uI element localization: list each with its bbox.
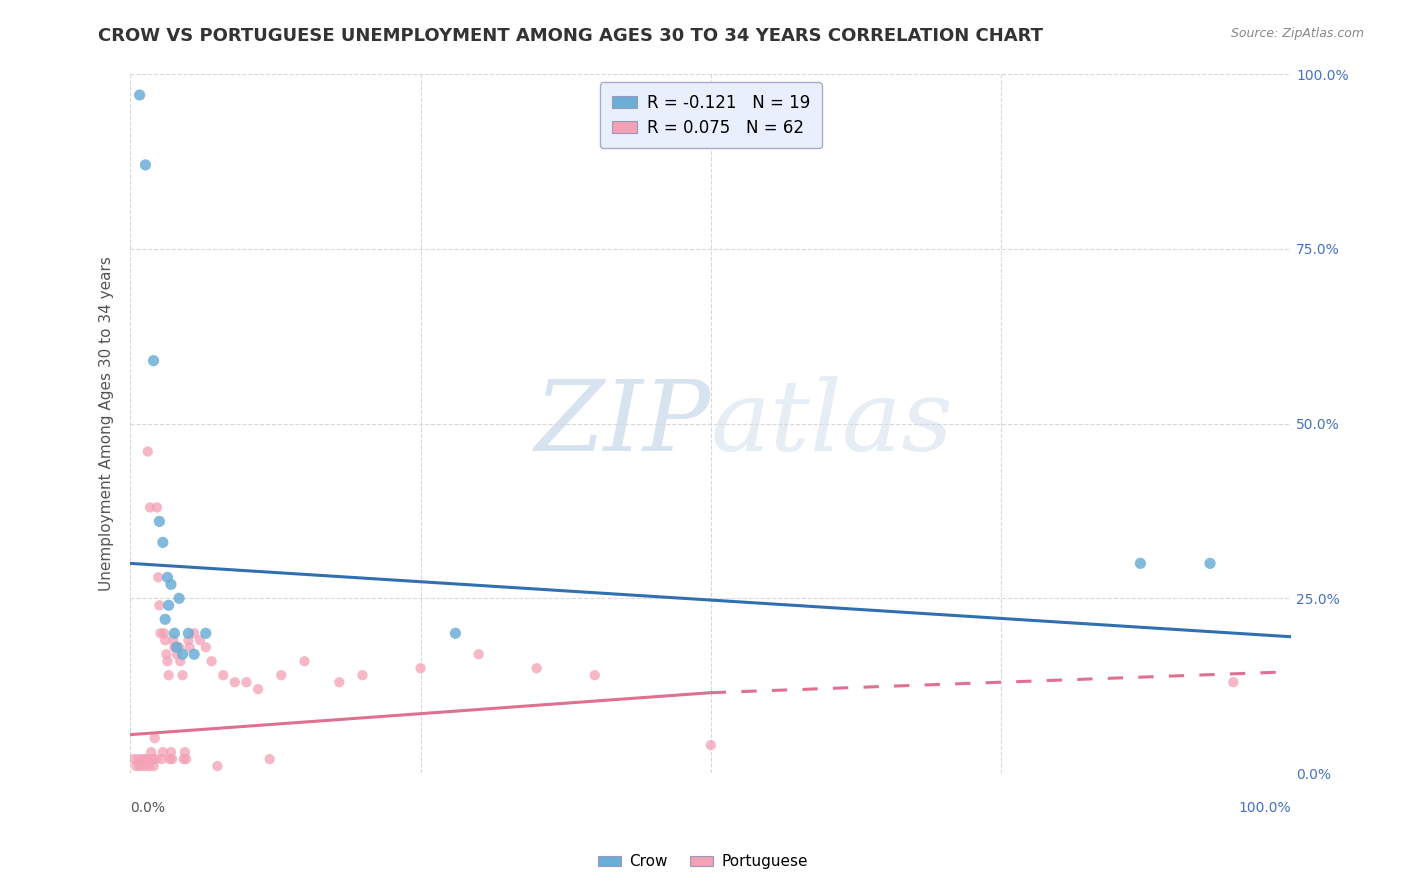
Point <box>188 633 211 648</box>
Point <box>142 759 165 773</box>
Point <box>165 640 187 655</box>
Text: 0.0%: 0.0% <box>131 801 166 815</box>
Point <box>1199 557 1222 571</box>
Point <box>163 626 186 640</box>
Text: ZIP: ZIP <box>534 376 711 471</box>
Y-axis label: Unemployment Among Ages 30 to 34 years: Unemployment Among Ages 30 to 34 years <box>100 256 114 591</box>
Point <box>156 654 179 668</box>
Text: atlas: atlas <box>711 376 953 471</box>
Point <box>166 640 188 655</box>
Point <box>352 668 374 682</box>
Point <box>247 682 270 697</box>
Point <box>160 752 183 766</box>
Point <box>156 570 179 584</box>
Point <box>131 752 153 766</box>
Point <box>157 668 180 682</box>
Point <box>127 752 149 766</box>
Point <box>157 599 180 613</box>
Point <box>174 745 197 759</box>
Point <box>145 752 167 766</box>
Point <box>169 654 191 668</box>
Point <box>1129 557 1152 571</box>
Point <box>146 500 169 515</box>
Point <box>160 745 183 759</box>
Point <box>444 626 467 640</box>
Point <box>183 647 205 661</box>
Point <box>149 626 172 640</box>
Point <box>148 570 170 584</box>
Point <box>467 647 489 661</box>
Text: CROW VS PORTUGUESE UNEMPLOYMENT AMONG AGES 30 TO 34 YEARS CORRELATION CHART: CROW VS PORTUGUESE UNEMPLOYMENT AMONG AG… <box>98 27 1043 45</box>
Point <box>150 752 173 766</box>
Point <box>172 647 194 661</box>
Point <box>259 752 281 766</box>
Point <box>134 752 156 766</box>
Point <box>194 640 217 655</box>
Point <box>136 444 159 458</box>
Point <box>212 668 235 682</box>
Point <box>1222 675 1244 690</box>
Text: 100.0%: 100.0% <box>1239 801 1291 815</box>
Point <box>163 640 186 655</box>
Point <box>177 626 200 640</box>
Point <box>148 599 170 613</box>
Point <box>122 752 145 766</box>
Point <box>134 158 156 172</box>
Point <box>167 640 190 655</box>
Point <box>235 675 257 690</box>
Point <box>173 752 195 766</box>
Point <box>142 353 165 368</box>
Point <box>152 745 174 759</box>
Point <box>700 738 723 752</box>
Point <box>200 654 222 668</box>
Point <box>177 633 200 648</box>
Point <box>153 626 176 640</box>
Point <box>141 745 163 759</box>
Point <box>143 731 166 746</box>
Point <box>153 612 176 626</box>
Point <box>207 759 229 773</box>
Point <box>179 640 201 655</box>
Point <box>141 752 163 766</box>
Point <box>167 591 190 606</box>
Point <box>153 633 176 648</box>
Point <box>138 759 160 773</box>
Point <box>159 752 181 766</box>
Point <box>294 654 316 668</box>
Point <box>128 87 150 102</box>
Point <box>526 661 548 675</box>
Point <box>125 759 148 773</box>
Point <box>128 759 150 773</box>
Point <box>166 647 188 661</box>
Point <box>139 500 162 515</box>
Point <box>148 515 170 529</box>
Point <box>328 675 350 690</box>
Point <box>270 668 292 682</box>
Legend: R = -0.121   N = 19, R = 0.075   N = 62: R = -0.121 N = 19, R = 0.075 N = 62 <box>600 82 821 148</box>
Point <box>155 647 177 661</box>
Text: Source: ZipAtlas.com: Source: ZipAtlas.com <box>1230 27 1364 40</box>
Point <box>583 668 606 682</box>
Point <box>224 675 246 690</box>
Point <box>152 535 174 549</box>
Point <box>134 759 156 773</box>
Point <box>160 577 183 591</box>
Point <box>135 752 157 766</box>
Point <box>183 626 205 640</box>
Point <box>194 626 217 640</box>
Legend: Crow, Portuguese: Crow, Portuguese <box>592 848 814 875</box>
Point <box>172 668 194 682</box>
Point <box>174 752 197 766</box>
Point <box>162 633 184 648</box>
Point <box>409 661 432 675</box>
